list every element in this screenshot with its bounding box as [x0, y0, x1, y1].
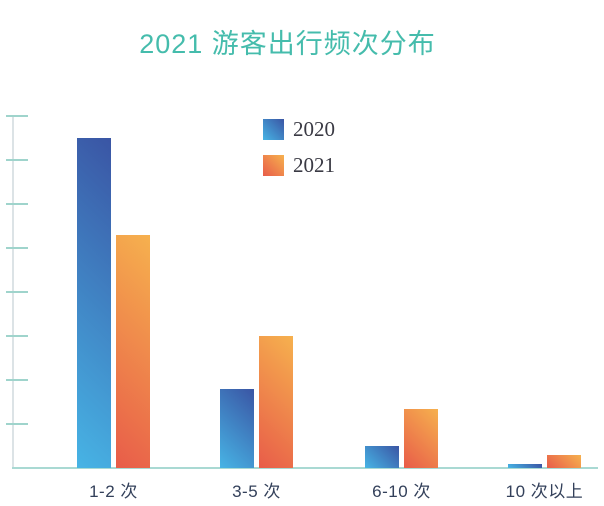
bar-2021-group2 — [259, 336, 293, 468]
bar-2020-group1 — [77, 138, 111, 468]
y-axis-tick — [6, 159, 28, 161]
x-axis-line — [12, 467, 598, 469]
x-axis-label: 6-10 次 — [372, 482, 431, 501]
bar-2021-group4 — [547, 455, 581, 468]
y-axis-tick — [6, 423, 28, 425]
legend-item-2020: 2020 — [263, 117, 335, 142]
x-axis-label: 3-5 次 — [232, 482, 281, 501]
legend-swatch-2020-icon — [263, 119, 284, 140]
y-axis-tick — [6, 291, 28, 293]
y-axis-tick — [6, 115, 28, 117]
bar-2021-group3 — [404, 409, 438, 468]
legend-swatch-2021-icon — [263, 155, 284, 176]
y-axis-tick — [6, 247, 28, 249]
legend: 2020 2021 — [263, 117, 335, 189]
bar-2020-group3 — [365, 446, 399, 468]
legend-item-2021: 2021 — [263, 153, 335, 178]
bar-2020-group4 — [508, 464, 542, 468]
y-axis-tick — [6, 379, 28, 381]
chart-title: 2021 游客出行频次分布 — [139, 29, 436, 59]
y-axis-tick — [6, 335, 28, 337]
x-axis-label: 10 次以上 — [505, 482, 584, 501]
x-axis-label: 1-2 次 — [89, 482, 138, 501]
bar-2021-group1 — [116, 235, 150, 468]
y-axis-tick — [6, 203, 28, 205]
legend-label-2020: 2020 — [293, 117, 335, 141]
legend-label-2021: 2021 — [293, 153, 335, 177]
bar-2020-group2 — [220, 389, 254, 468]
